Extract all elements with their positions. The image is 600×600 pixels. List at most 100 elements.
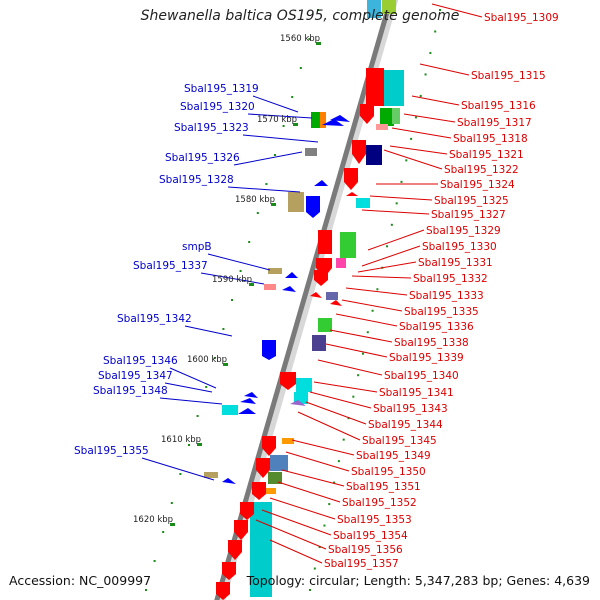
gene-block (356, 198, 370, 208)
gene-block (366, 145, 382, 165)
right-gene-label: Sbal195_1341 (379, 387, 454, 399)
kbp-tick-mark (271, 203, 276, 206)
leader-line (361, 245, 421, 267)
kbp-tick-label: 1560 kbp (280, 34, 320, 44)
gene-block (264, 488, 276, 494)
leader-line (389, 145, 448, 155)
inner-dot-track (361, 352, 364, 355)
outer-dot-track (317, 9, 319, 11)
gene-arrow (280, 372, 296, 390)
left-gene-label: Sbal195_1326 (165, 152, 240, 164)
right-gene-label: Sbal195_1356 (328, 544, 403, 556)
inner-dot-track (366, 331, 369, 334)
leader-line (269, 539, 323, 564)
outer-dot-track (213, 357, 216, 359)
gene-block (320, 112, 326, 128)
kbp-tick-mark (197, 443, 202, 446)
gene-arrow (234, 520, 248, 540)
inner-dot-track (309, 589, 311, 591)
leader-line (297, 411, 361, 441)
outer-dot-track (274, 154, 276, 156)
right-gene-label: Sbal195_1329 (426, 225, 501, 237)
inner-dot-track (357, 374, 360, 377)
gene-block (268, 268, 282, 274)
gene-arrow (360, 104, 374, 124)
gene-block (384, 70, 404, 106)
gene-block (311, 112, 321, 128)
inner-dot-track (414, 116, 417, 119)
right-gene-label: Sbal195_1340 (384, 370, 459, 382)
leader-line (317, 359, 383, 376)
leader-line (269, 497, 336, 520)
gene-arrow (252, 482, 266, 500)
kbp-tick-mark (293, 123, 298, 126)
left-gene-label: Sbal195_1348 (93, 385, 168, 397)
gene-feature-track (204, 0, 404, 600)
gene-block (318, 230, 332, 254)
inner-dot-track (342, 438, 345, 441)
gene-block (204, 472, 218, 478)
leader-line (285, 451, 350, 472)
inner-dot-track (424, 73, 427, 76)
left-gene-label: Sbal195_1346 (103, 355, 178, 367)
leader-line (411, 95, 460, 106)
right-gene-label: Sbal195_1331 (418, 257, 493, 269)
kbp-tick-mark (249, 283, 254, 286)
leader-line (169, 367, 217, 389)
kbp-tick-label: 1620 kbp (133, 515, 173, 525)
inner-dot-track (352, 395, 355, 398)
outer-dot-track (239, 270, 242, 272)
leader-line (200, 272, 265, 285)
right-gene-label: Sbal195_1352 (342, 497, 417, 509)
right-gene-label: Sbal195_1315 (471, 70, 546, 82)
inner-dot-track (347, 417, 350, 420)
leader-line (247, 113, 313, 119)
leader-line (431, 3, 483, 18)
gene-block (367, 0, 381, 18)
leader-line (159, 397, 223, 405)
label-leader-lines (141, 3, 483, 564)
gene-block (392, 108, 400, 124)
right-gene-label: Sbal195_1325 (434, 195, 509, 207)
leader-line (391, 127, 452, 139)
outer-dot-track (145, 589, 147, 591)
outer-dot-track (222, 328, 225, 330)
gene-block (288, 192, 304, 212)
gene-arrow (216, 582, 230, 600)
leader-line (207, 253, 271, 271)
gene-arrow (240, 502, 254, 520)
gene-block (318, 318, 332, 332)
inner-dot-track (333, 481, 336, 484)
right-gene-label: Sbal195_1338 (394, 337, 469, 349)
right-gene-label: Sbal195_1350 (351, 466, 426, 478)
inner-dot-track (337, 460, 340, 463)
gene-block (305, 148, 317, 156)
left-gene-label: Sbal195_1320 (180, 101, 255, 113)
leader-line (252, 95, 299, 113)
gene-arrow (322, 119, 344, 126)
leader-line (261, 509, 332, 536)
right-gene-label: Sbal195_1357 (324, 558, 399, 570)
kbp-tick-labels: 1560 kbp 1570 kbp 1580 kbp 1590 kbp 1600 kbp… (133, 34, 321, 526)
gene-arrow (282, 286, 296, 292)
gene-block (270, 455, 288, 471)
gene-arrow (290, 400, 306, 406)
gene-arrow (310, 292, 322, 298)
outer-dot-track (265, 183, 268, 185)
inner-dot-track (395, 202, 398, 205)
left-gene-label: Sbal195_1319 (184, 83, 259, 95)
gene-block (366, 68, 384, 106)
gene-arrow (262, 340, 276, 360)
outer-dot-track (231, 299, 233, 301)
right-gene-label: Sbal195_1321 (449, 149, 524, 161)
inner-dot-track (328, 503, 331, 506)
leader-line (351, 275, 412, 279)
gene-block (282, 438, 294, 444)
kbp-tick-mark (223, 363, 228, 366)
outer-dot-track (162, 531, 165, 533)
gene-arrow (346, 192, 358, 196)
left-gene-label: Sbal195_1328 (159, 174, 234, 186)
gene-arrow (306, 196, 320, 218)
